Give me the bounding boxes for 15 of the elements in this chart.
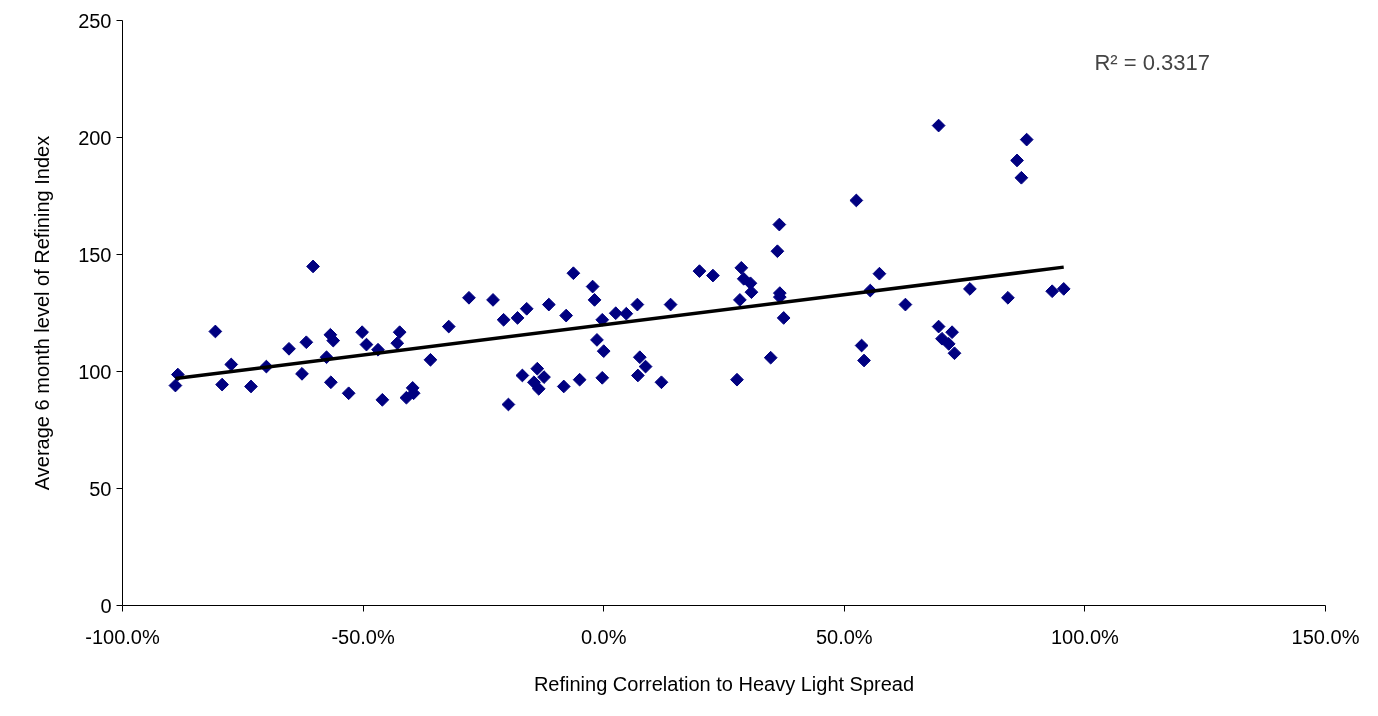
x-tick-label: 50.0% <box>815 625 873 648</box>
y-tick-label: 250 <box>78 9 112 32</box>
x-tick-label: -50.0% <box>331 625 395 648</box>
y-tick-label: 100 <box>78 360 112 383</box>
x-tick-label: 150.0% <box>1291 625 1360 648</box>
y-tick-label: 150 <box>78 243 112 266</box>
x-tick-label: 0.0% <box>580 625 627 648</box>
x-tick-label: -100.0% <box>85 625 160 648</box>
y-tick-label: 200 <box>78 126 112 149</box>
y-tick-label: 0 <box>100 594 112 617</box>
x-axis-title: Refining Correlation to Heavy Light Spread <box>533 672 915 695</box>
y-axis-title: Average 6 month level of Refining Index <box>31 135 54 491</box>
y-tick-label: 50 <box>89 477 112 500</box>
annotation: R² = 0.3317 <box>1094 50 1211 76</box>
x-tick-label: 100.0% <box>1050 625 1120 648</box>
